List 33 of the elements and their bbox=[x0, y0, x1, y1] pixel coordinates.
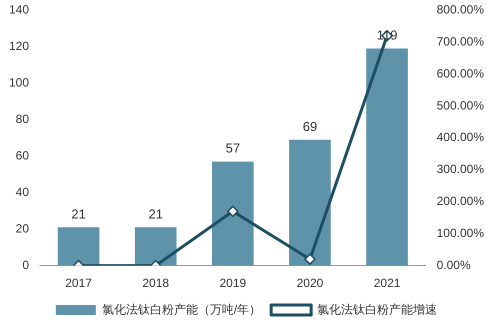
bar bbox=[134, 227, 177, 266]
bar bbox=[366, 48, 408, 266]
y-tick-label: 0 bbox=[22, 258, 30, 272]
y2-tick-label: 400.00% bbox=[436, 130, 484, 144]
y-tick-label: 120 bbox=[8, 39, 30, 53]
x-tick-label: 2021 bbox=[374, 276, 401, 290]
data-label: 21 bbox=[71, 206, 86, 222]
y2-tick-label: 500.00% bbox=[436, 98, 484, 112]
y2-tick-label: 0.00% bbox=[436, 258, 471, 272]
data-label: 21 bbox=[148, 206, 163, 222]
y2-tick-label: 300.00% bbox=[436, 162, 484, 176]
y-tick-label: 40 bbox=[16, 184, 30, 199]
legend-label: 氯化法钛白粉产能增速 bbox=[317, 302, 438, 316]
y-tick-label: 20 bbox=[16, 221, 30, 236]
y2-tick-label: 700.00% bbox=[436, 34, 484, 48]
x-tick-label: 2018 bbox=[142, 276, 170, 290]
x-tick-label: 2020 bbox=[296, 276, 324, 290]
bar bbox=[289, 140, 331, 266]
y2-tick-label: 800.00% bbox=[436, 2, 484, 17]
y2-tick-label: 200.00% bbox=[436, 194, 484, 208]
data-label: 57 bbox=[226, 140, 240, 156]
x-tick-label: 2019 bbox=[219, 276, 246, 290]
y2-tick-label: 100.00% bbox=[436, 226, 484, 240]
y-tick-label: 80 bbox=[16, 112, 30, 126]
y-tick-label: 60 bbox=[16, 148, 30, 162]
x-tick-label: 2017 bbox=[65, 276, 92, 290]
y-tick-label: 140 bbox=[8, 2, 30, 17]
y-tick-label: 100 bbox=[8, 75, 30, 90]
bar bbox=[58, 227, 100, 266]
data-label: 69 bbox=[302, 118, 318, 134]
legend-label: 氯化法钛白粉产能（万吨/年） bbox=[102, 302, 262, 316]
y2-tick-label: 600.00% bbox=[436, 66, 484, 80]
bar bbox=[212, 162, 254, 266]
